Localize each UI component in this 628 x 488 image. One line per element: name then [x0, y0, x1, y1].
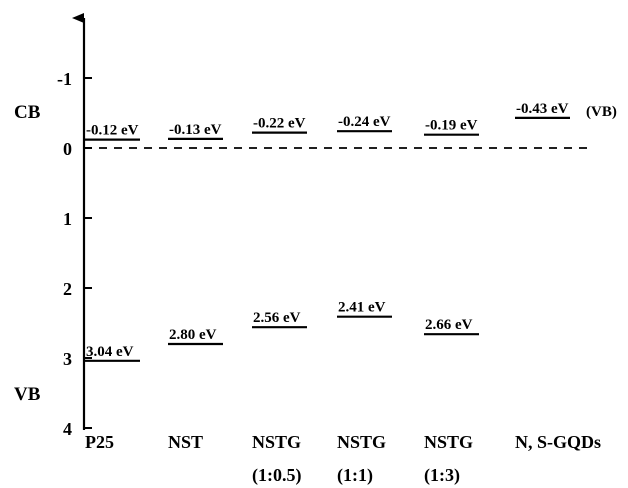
category-label: N, S-GQDs: [515, 432, 601, 452]
category-label: NSTG: [337, 432, 386, 452]
category-labels: P25 NST NSTG (1:0.5) NSTG (1:1) NSTG (1:3) N, S-…: [85, 432, 601, 486]
cb-value-label: -0.22 eV: [253, 116, 306, 132]
vb-value-label: 2.56 eV: [253, 310, 301, 326]
category-label: P25: [85, 432, 114, 452]
vb-side-label: VB: [14, 384, 41, 405]
y-tick-label: 3: [63, 349, 72, 369]
vb-value-label: 2.66 eV: [425, 317, 473, 333]
category-sublabel: (1:3): [424, 465, 460, 486]
category-sublabel: (1:0.5): [252, 465, 301, 486]
vb-value-label: 3.04 eV: [86, 344, 134, 360]
y-tick-label: 4: [63, 419, 72, 439]
category-label: NSTG: [252, 432, 301, 452]
category-label: NSTG: [424, 432, 473, 452]
category-sublabel: (1:1): [337, 465, 373, 486]
y-tick-label: -1: [57, 69, 72, 89]
vb-value-label: 2.41 eV: [338, 300, 386, 316]
cb-side-label: CB: [14, 102, 41, 123]
cb-value-label: -0.43 eV: [516, 101, 569, 117]
y-tick-label: 0: [63, 139, 72, 159]
y-tick-label: 1: [63, 209, 72, 229]
y-tick-label: 2: [63, 279, 72, 299]
cb-value-label: -0.24 eV: [338, 114, 391, 130]
vb-series: 3.04 eV 2.80 eV 2.56 eV 2.41 eV 2.66 eV: [85, 300, 479, 362]
category-label: NST: [168, 432, 203, 452]
y-axis-ticks: -1 0 1 2 3 4: [57, 69, 92, 439]
vb-annotation: (VB): [586, 104, 617, 120]
cb-value-label: -0.19 eV: [425, 118, 478, 134]
cb-series: -0.12 eV -0.13 eV -0.22 eV -0.24 eV -0.19 eV…: [85, 101, 570, 141]
cb-value-label: -0.12 eV: [86, 123, 139, 139]
cb-value-label: -0.13 eV: [169, 122, 222, 138]
vb-value-label: 2.80 eV: [169, 327, 217, 343]
